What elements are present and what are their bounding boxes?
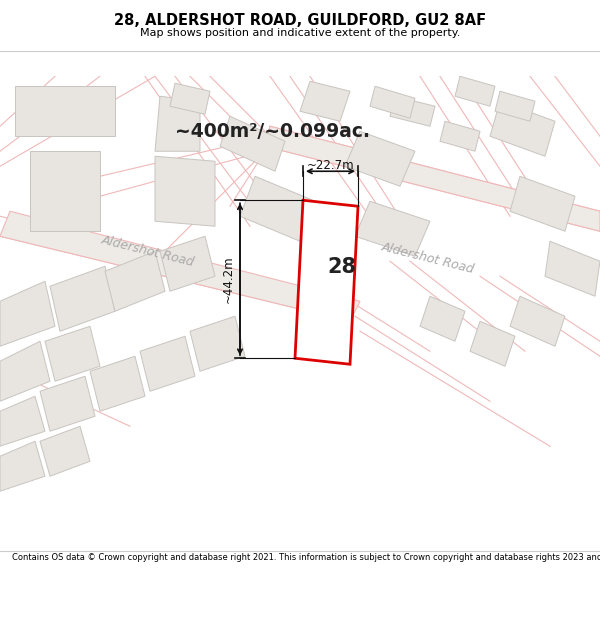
Polygon shape	[140, 336, 195, 391]
Polygon shape	[495, 91, 535, 121]
Polygon shape	[15, 86, 115, 136]
Text: Aldershot Road: Aldershot Road	[380, 241, 476, 276]
Polygon shape	[190, 316, 245, 371]
Text: 28, ALDERSHOT ROAD, GUILDFORD, GU2 8AF: 28, ALDERSHOT ROAD, GUILDFORD, GU2 8AF	[114, 12, 486, 28]
Polygon shape	[300, 81, 350, 121]
Polygon shape	[155, 156, 215, 226]
Text: ~400m²/~0.099ac.: ~400m²/~0.099ac.	[175, 122, 370, 141]
Polygon shape	[155, 96, 200, 151]
Polygon shape	[295, 200, 358, 364]
Polygon shape	[0, 211, 360, 321]
Polygon shape	[170, 83, 210, 114]
Text: Aldershot Road: Aldershot Road	[100, 233, 196, 269]
Polygon shape	[30, 151, 100, 231]
Text: 28: 28	[327, 258, 356, 278]
Text: Map shows position and indicative extent of the property.: Map shows position and indicative extent…	[140, 28, 460, 39]
Polygon shape	[90, 356, 145, 411]
Polygon shape	[265, 126, 600, 231]
Polygon shape	[45, 326, 100, 381]
Text: ~22.7m: ~22.7m	[307, 159, 355, 172]
Polygon shape	[440, 121, 480, 151]
Polygon shape	[510, 176, 575, 231]
Polygon shape	[490, 101, 555, 156]
Polygon shape	[0, 281, 55, 346]
Polygon shape	[510, 296, 565, 346]
Polygon shape	[40, 426, 90, 476]
Text: Contains OS data © Crown copyright and database right 2021. This information is : Contains OS data © Crown copyright and d…	[12, 554, 600, 562]
Polygon shape	[355, 201, 430, 256]
Polygon shape	[345, 131, 415, 186]
Polygon shape	[370, 86, 415, 118]
Polygon shape	[220, 116, 285, 171]
Polygon shape	[160, 236, 215, 291]
Polygon shape	[545, 241, 600, 296]
Polygon shape	[40, 376, 95, 431]
Polygon shape	[470, 321, 515, 366]
Polygon shape	[0, 441, 45, 491]
Polygon shape	[390, 96, 435, 126]
Text: ~44.2m: ~44.2m	[221, 256, 235, 303]
Polygon shape	[420, 296, 465, 341]
Polygon shape	[455, 76, 495, 106]
Polygon shape	[0, 341, 50, 401]
Polygon shape	[240, 176, 315, 241]
Polygon shape	[105, 251, 165, 311]
Polygon shape	[50, 266, 115, 331]
Polygon shape	[0, 396, 45, 446]
